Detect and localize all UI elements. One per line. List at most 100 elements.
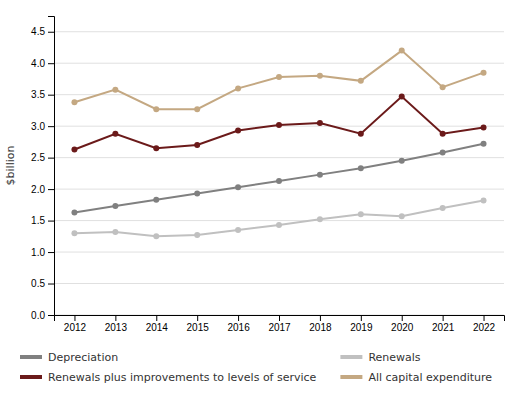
- point: [235, 128, 241, 134]
- x-tick-mark: [443, 315, 444, 321]
- x-tick: 2015: [187, 315, 210, 333]
- grid-line: [54, 283, 504, 284]
- point: [440, 150, 446, 156]
- x-tick-mark: [197, 315, 198, 321]
- x-axis: 2012201320142015201620172018201920202021…: [55, 315, 505, 333]
- series-line: [74, 200, 483, 236]
- grid-line: [54, 63, 504, 64]
- x-tick: 2022: [473, 315, 496, 333]
- point: [399, 213, 405, 219]
- point: [276, 122, 282, 128]
- grid-line: [54, 252, 504, 253]
- point: [317, 172, 323, 178]
- series: [71, 48, 486, 113]
- point: [276, 178, 282, 184]
- point: [399, 94, 405, 100]
- y-tick-label: 0.5: [31, 278, 45, 289]
- point: [481, 197, 487, 203]
- point: [153, 106, 159, 112]
- point: [317, 73, 323, 79]
- x-tick-mark: [238, 315, 239, 321]
- legend-item: All capital expenditure: [340, 371, 492, 384]
- point: [440, 205, 446, 211]
- x-tick: 2016: [227, 315, 250, 333]
- x-tick: 2018: [309, 315, 332, 333]
- point: [358, 78, 364, 84]
- point: [276, 74, 282, 80]
- y-tick-mark: [48, 315, 54, 316]
- legend-label: Renewals: [368, 351, 420, 364]
- legend-label: Renewals plus improvements to levels of …: [48, 371, 317, 384]
- y-axis-title: $billion: [4, 146, 17, 186]
- x-tick-label: 2020: [391, 322, 414, 333]
- point: [399, 48, 405, 54]
- x-tick-mark: [361, 315, 362, 321]
- point: [235, 227, 241, 233]
- y-tick-mark: [48, 221, 54, 222]
- point: [71, 209, 77, 215]
- y-tick: 3.0: [31, 121, 54, 132]
- point: [481, 70, 487, 76]
- x-tick-mark: [402, 315, 403, 321]
- x-tick-label: 2015: [187, 322, 210, 333]
- grid-line: [54, 220, 504, 221]
- legend-swatch: [340, 375, 362, 379]
- point: [440, 84, 446, 90]
- point: [358, 131, 364, 137]
- point: [317, 216, 323, 222]
- legend-item: Renewals plus improvements to levels of …: [20, 371, 317, 384]
- point: [440, 131, 446, 137]
- y-axis: 0.00.51.01.52.02.53.03.54.04.5: [31, 17, 54, 321]
- x-tick-label: 2019: [350, 322, 373, 333]
- legend-item: Renewals: [340, 351, 420, 364]
- point: [112, 203, 118, 209]
- x-tick: 2012: [64, 315, 87, 333]
- y-tick-mark: [48, 126, 54, 127]
- x-tick-mark: [115, 315, 116, 321]
- y-tick-mark: [48, 189, 54, 190]
- series-line: [74, 51, 483, 110]
- y-tick-mark: [48, 63, 54, 64]
- y-axis-line: [48, 17, 55, 316]
- y-tick: 1.0: [31, 247, 54, 258]
- point: [235, 184, 241, 190]
- y-tick-mark: [48, 95, 54, 96]
- x-tick-label: 2013: [105, 322, 128, 333]
- y-tick-label: 3.5: [31, 89, 45, 100]
- y-tick-label: 1.5: [31, 215, 45, 226]
- y-tick-label: 4.5: [31, 26, 45, 37]
- y-tick: 1.5: [31, 215, 54, 226]
- y-tick-mark: [48, 252, 54, 253]
- point: [358, 165, 364, 171]
- y-tick-label: 2.5: [31, 152, 45, 163]
- point: [194, 191, 200, 197]
- series: [71, 141, 486, 216]
- point: [153, 197, 159, 203]
- point: [358, 211, 364, 217]
- series-line: [74, 97, 483, 150]
- point: [71, 146, 77, 152]
- y-tick-label: 2.0: [31, 184, 45, 195]
- x-tick-label: 2021: [432, 322, 455, 333]
- x-tick-label: 2018: [309, 322, 332, 333]
- plot-area: [71, 48, 486, 240]
- x-tick-label: 2012: [64, 322, 87, 333]
- y-tick: 3.5: [31, 89, 54, 100]
- point: [194, 142, 200, 148]
- x-tick-label: 2017: [268, 322, 291, 333]
- grid-line: [54, 31, 504, 32]
- x-tick-mark: [320, 315, 321, 321]
- point: [112, 87, 118, 93]
- point: [112, 229, 118, 235]
- point: [112, 131, 118, 137]
- x-axis-line: [55, 316, 505, 322]
- legend-swatch: [20, 375, 42, 379]
- legend: DepreciationRenewals plus improvements t…: [20, 351, 492, 384]
- point: [194, 106, 200, 112]
- y-tick: 0.5: [31, 278, 54, 289]
- y-tick: 4.5: [31, 26, 54, 37]
- x-tick: 2017: [268, 315, 291, 333]
- point: [481, 141, 487, 147]
- point: [276, 222, 282, 228]
- x-tick-mark: [74, 315, 75, 321]
